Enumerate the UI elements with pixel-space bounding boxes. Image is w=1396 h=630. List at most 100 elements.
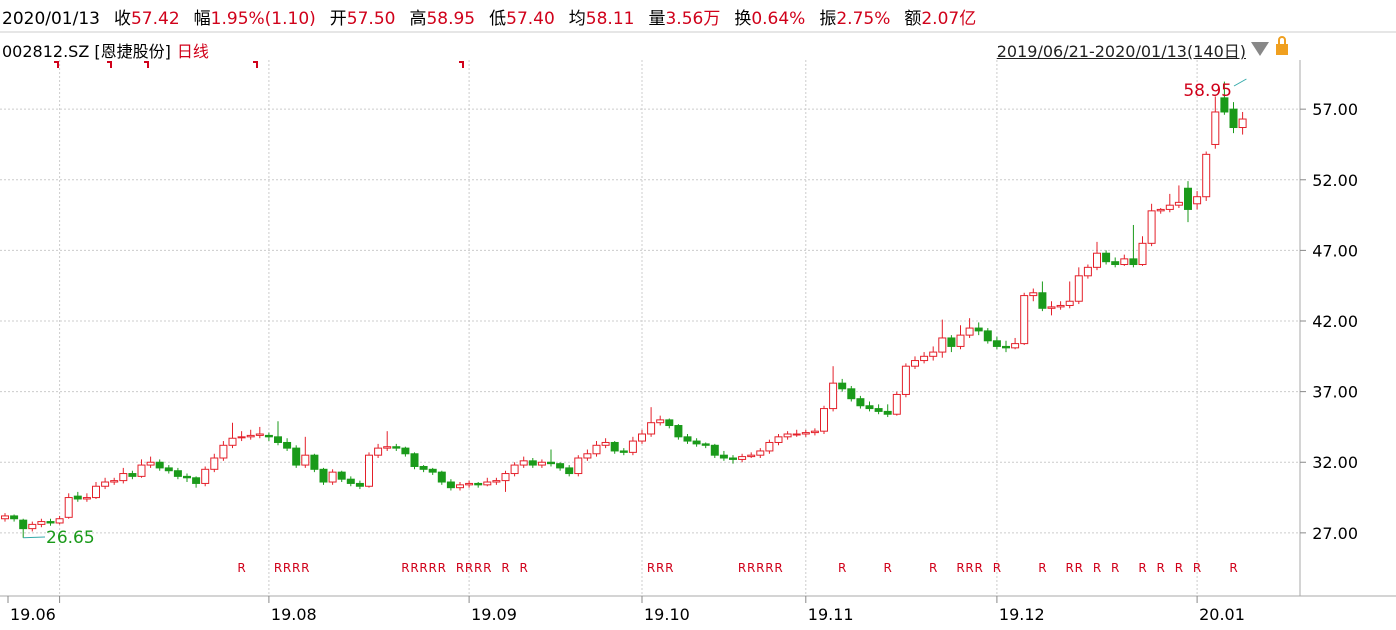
r-marker: R	[419, 561, 427, 575]
candle-body	[201, 468, 210, 484]
y-tick-label: 52.00	[1312, 171, 1358, 190]
y-tick-label: 32.00	[1312, 453, 1358, 472]
r-marker: R	[520, 561, 528, 575]
candle-body	[292, 447, 301, 466]
quote-date: 2020/01/13	[2, 9, 100, 29]
candle-body	[938, 337, 947, 353]
candle-body	[1229, 108, 1238, 129]
candle-body	[355, 482, 364, 487]
r-marker: R	[647, 561, 655, 575]
r-marker: R	[656, 561, 664, 575]
candle-body	[638, 433, 646, 442]
candle-body	[1238, 118, 1247, 129]
quote-label: 额	[904, 9, 922, 29]
candle-body	[920, 355, 929, 362]
r-marker: R	[410, 561, 418, 575]
candle-body	[583, 453, 592, 459]
candle-body	[1083, 266, 1092, 277]
candle-body	[1120, 258, 1129, 266]
candle-body	[173, 470, 182, 477]
x-tick-label: 19.12	[999, 605, 1045, 624]
candle-body	[674, 425, 683, 438]
quote-value: 57.50	[346, 9, 396, 29]
candle-body	[283, 441, 292, 449]
menu-arrow[interactable]	[1251, 42, 1269, 56]
y-tick-label: 42.00	[1312, 312, 1358, 331]
x-tick-label: 19.09	[471, 605, 517, 624]
candle-body	[519, 460, 528, 466]
stock-title: 002812.SZ [恩捷股份] 日线	[2, 38, 209, 62]
candle-body	[92, 485, 100, 499]
y-tick-label: 47.00	[1312, 241, 1358, 260]
candle-body	[829, 382, 838, 410]
quote-label: 量	[648, 9, 666, 29]
candle-body	[192, 477, 201, 484]
candle-body	[328, 471, 337, 483]
r-marker: R	[965, 561, 973, 575]
candle-body	[446, 481, 455, 489]
r-marker: R	[738, 561, 746, 575]
candle-body	[1211, 111, 1220, 145]
candle-body	[1011, 343, 1020, 349]
quote-value: 57.40	[506, 9, 555, 29]
candle-body	[1038, 292, 1047, 309]
candle-body	[374, 447, 383, 456]
candle-body	[738, 456, 747, 460]
r-marker: R	[765, 561, 773, 575]
period: 日线	[176, 42, 209, 61]
candle-body	[319, 468, 328, 483]
y-tick-label: 37.00	[1312, 383, 1358, 402]
candle-body	[1184, 187, 1192, 210]
candle-body	[556, 463, 565, 469]
r-marker: R	[929, 561, 937, 575]
r-marker: R	[1193, 561, 1201, 575]
candle-body	[792, 433, 801, 436]
candle-body	[592, 444, 601, 455]
candle-body	[164, 467, 173, 472]
r-marker: R	[956, 561, 964, 575]
lock-shackle	[1278, 36, 1286, 44]
lock-icon[interactable]	[1276, 44, 1288, 55]
stock-code: 002812.SZ [恩捷股份]	[2, 42, 171, 61]
candle-body	[365, 454, 373, 487]
candle-body	[911, 360, 919, 367]
r-marker: R	[1229, 561, 1237, 575]
candle-body	[865, 405, 874, 410]
candle-body	[547, 461, 555, 465]
candle-body	[128, 473, 137, 477]
r-marker: R	[438, 561, 446, 575]
quote-label: 均	[568, 9, 586, 29]
candle-body	[46, 521, 55, 524]
candle-body	[729, 457, 737, 460]
candle-body	[1065, 300, 1074, 306]
candle-body	[1074, 275, 1083, 302]
quote-value: 2.07亿	[921, 9, 977, 29]
r-marker: R	[292, 561, 300, 575]
quote-value: 58.11	[585, 9, 635, 29]
r-marker: R	[1157, 561, 1165, 575]
candle-body	[337, 471, 346, 480]
candle-body	[274, 436, 282, 443]
candle-body	[838, 382, 847, 390]
candle-body	[992, 340, 1001, 347]
candle-body	[947, 337, 956, 347]
candle-body	[1129, 258, 1138, 266]
candle-body	[219, 444, 228, 459]
quote-value: 2.75%	[836, 9, 891, 29]
x-tick-label: 19.11	[808, 605, 854, 624]
candle-body	[901, 365, 910, 395]
r-marker: R	[1066, 561, 1074, 575]
quote-value: 0.64%	[751, 9, 806, 29]
r-marker: R	[274, 561, 282, 575]
quote-label: 高	[409, 9, 427, 29]
candle-body	[1202, 153, 1211, 198]
candle-body	[820, 408, 828, 432]
candle-body	[974, 327, 983, 332]
candle-body	[565, 467, 574, 475]
candle-body	[765, 441, 774, 452]
candle-body	[719, 454, 728, 459]
quote-label: 振	[819, 9, 837, 29]
date-range[interactable]: 2019/06/21-2020/01/13(140日)	[996, 42, 1246, 61]
candle-body	[73, 495, 82, 500]
